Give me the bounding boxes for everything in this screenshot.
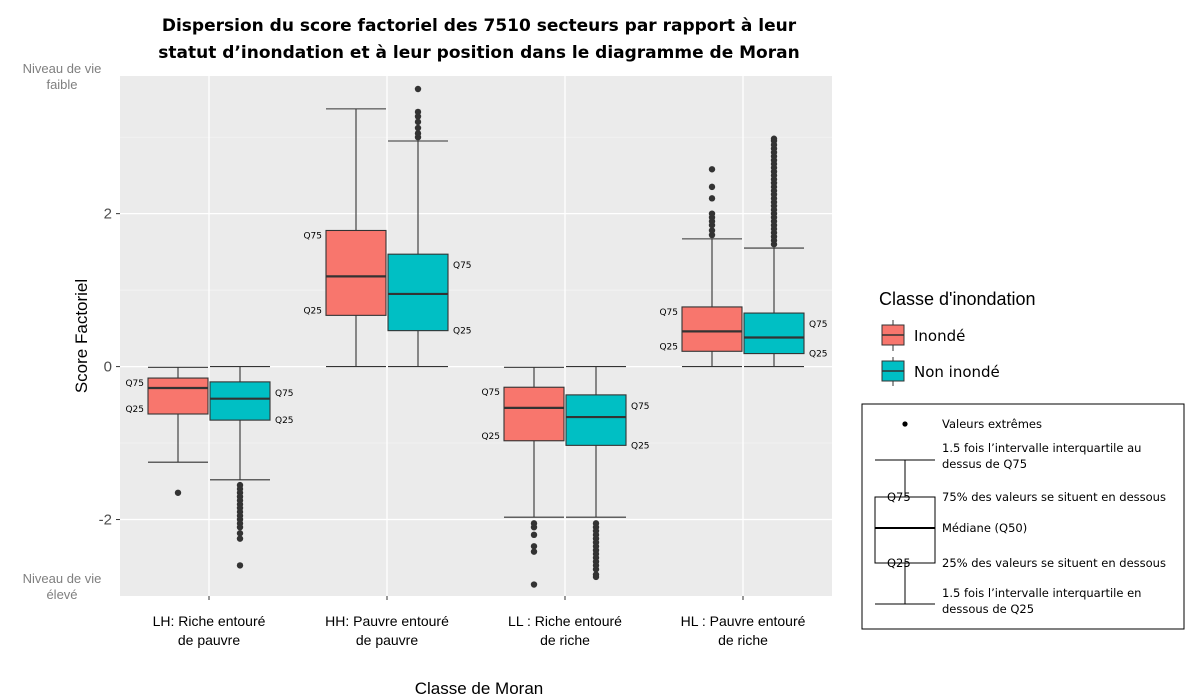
outlier-point [414, 118, 422, 126]
box-iqr [743, 312, 805, 355]
q25-label: Q25 [659, 342, 678, 352]
key-outlier-dot [902, 421, 908, 427]
box-iqr [565, 394, 627, 446]
outlier-point [708, 195, 716, 202]
x-category-label: HL : Pauvre entouré [681, 613, 806, 629]
legend-key-non-inonde [881, 357, 905, 386]
x-category-label: de pauvre [178, 632, 240, 648]
box-iqr [209, 381, 271, 421]
q75-label: Q75 [809, 320, 828, 330]
chart-title-line-2: statut d’inondation et à leur position d… [158, 43, 799, 63]
outlier-point [708, 210, 716, 217]
q25-label: Q25 [481, 432, 500, 442]
q75-label: Q75 [125, 379, 144, 389]
q75-label: Q75 [303, 231, 322, 241]
outlier-point [530, 548, 538, 555]
q75-label: Q75 [659, 308, 678, 318]
outlier-point [236, 562, 244, 569]
outlier-point [708, 166, 716, 173]
x-category-label: LH: Riche entouré [153, 613, 266, 629]
x-categories: LH: Riche entouré de pauvre HH: Pauvre ent… [153, 596, 806, 648]
outlier-point [592, 566, 600, 573]
x-category-label: de riche [718, 632, 768, 648]
outlier-point [530, 531, 538, 539]
outlier-point [530, 543, 538, 550]
outlier-point [236, 530, 244, 537]
key-text-median: Médiane (Q50) [942, 521, 1027, 535]
quartile-labels: Q75 Q25 Q75 Q25 Q75 Q25 Q75 Q25 Q75 Q25 Q75 Q25 Q75 Q… [125, 231, 827, 451]
q75-label: Q75 [481, 388, 500, 398]
outlier-point [414, 130, 422, 137]
box-iqr [681, 306, 743, 352]
outlier-point [236, 523, 244, 531]
y-tick-label: 0 [104, 359, 112, 376]
legend-key-inonde [881, 320, 905, 351]
legend-label-non-inonde: Non inondé [914, 363, 1000, 381]
bottom-side-label-line-1: Niveau de vie [23, 571, 102, 586]
legend-label-inonde: Inondé [914, 327, 965, 345]
q75-label: Q75 [275, 389, 294, 399]
key-text-q25-desc: 25% des valeurs se situent en dessous [942, 556, 1166, 570]
key-text-upper-whisker-1: 1.5 fois l’intervalle interquartile au [942, 441, 1141, 455]
outlier-point [530, 523, 538, 531]
box-iqr [503, 386, 565, 442]
q75-label: Q75 [631, 402, 650, 412]
legend: Classe d'inondation Inondé Non inondé [879, 289, 1036, 386]
outlier-point [414, 108, 422, 116]
outlier-point [708, 183, 716, 191]
x-axis-title: Classe de Moran [415, 679, 544, 698]
y-tick-label: 2 [104, 206, 112, 223]
top-side-label-line-1: Niveau de vie [23, 61, 102, 76]
legend-title: Classe d'inondation [879, 289, 1036, 309]
key-box [874, 496, 936, 564]
box-iqr [147, 377, 209, 415]
x-category-label: de pauvre [356, 632, 418, 648]
key-text-upper-whisker-2: dessus de Q75 [942, 457, 1027, 471]
outlier-point [236, 535, 244, 542]
box-iqr [387, 253, 449, 332]
q25-label: Q25 [275, 416, 294, 426]
chart-title-line-1: Dispersion du score factoriel des 7510 s… [162, 16, 797, 36]
key-text-lower-whisker-2: dessous de Q25 [942, 602, 1034, 616]
outlier-point [770, 135, 778, 142]
y-axis-title: Score Factoriel [72, 279, 91, 393]
outlier-point [174, 489, 182, 496]
q25-label: Q25 [125, 405, 144, 415]
outlier-point [530, 581, 538, 588]
key-explainer: Valeurs extrêmes 1.5 fois l’intervalle i… [861, 403, 1185, 630]
q25-label: Q25 [453, 327, 472, 337]
key-text-q75-desc: 75% des valeurs se situent en dessous [942, 490, 1166, 504]
key-text-q75: Q75 [887, 490, 911, 504]
outlier-point [708, 231, 716, 239]
q75-label: Q75 [453, 261, 472, 271]
outlier-point [414, 124, 422, 132]
key-text-q25: Q25 [887, 556, 911, 570]
bottom-side-label-line-2: élevé [46, 587, 77, 602]
key-text-lower-whisker-1: 1.5 fois l’intervalle interquartile en [942, 586, 1141, 600]
y-tick-label: -2 [99, 512, 112, 529]
q25-label: Q25 [809, 350, 828, 360]
x-category-label: HH: Pauvre entouré [325, 613, 449, 629]
q25-label: Q25 [631, 441, 650, 451]
boxes [147, 85, 805, 588]
box-iqr [325, 229, 387, 316]
outlier-point [708, 227, 716, 234]
x-category-label: de riche [540, 632, 590, 648]
q25-label: Q25 [303, 306, 322, 316]
outlier-point [414, 85, 422, 93]
x-category-label: LL : Riche entouré [508, 613, 622, 629]
outlier-point [592, 573, 600, 581]
y-ticks: -2 0 2 [99, 206, 120, 529]
outlier-point [414, 113, 422, 120]
top-side-label-line-2: faible [46, 77, 77, 92]
key-text-outliers: Valeurs extrêmes [942, 417, 1042, 431]
